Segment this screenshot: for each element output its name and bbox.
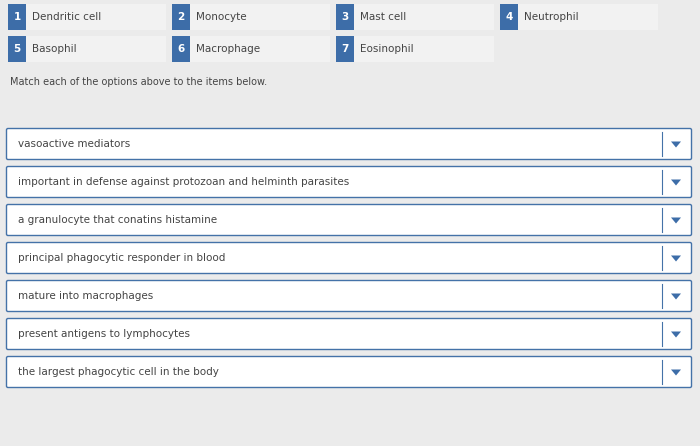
FancyBboxPatch shape <box>6 281 692 311</box>
FancyBboxPatch shape <box>6 243 692 273</box>
Text: 7: 7 <box>342 44 349 54</box>
FancyBboxPatch shape <box>172 4 330 30</box>
FancyBboxPatch shape <box>6 128 692 160</box>
FancyBboxPatch shape <box>6 166 692 198</box>
Text: Neutrophil: Neutrophil <box>524 12 579 22</box>
FancyBboxPatch shape <box>336 36 494 62</box>
FancyBboxPatch shape <box>8 36 26 62</box>
Text: 1: 1 <box>13 12 20 22</box>
FancyBboxPatch shape <box>172 36 330 62</box>
Text: the largest phagocytic cell in the body: the largest phagocytic cell in the body <box>18 367 219 377</box>
FancyBboxPatch shape <box>500 4 518 30</box>
Text: 6: 6 <box>177 44 185 54</box>
Text: Eosinophil: Eosinophil <box>360 44 414 54</box>
Text: a granulocyte that conatins histamine: a granulocyte that conatins histamine <box>18 215 217 225</box>
Text: Dendritic cell: Dendritic cell <box>32 12 102 22</box>
FancyBboxPatch shape <box>6 356 692 388</box>
FancyBboxPatch shape <box>8 36 166 62</box>
Text: important in defense against protozoan and helminth parasites: important in defense against protozoan a… <box>18 177 349 187</box>
Text: principal phagocytic responder in blood: principal phagocytic responder in blood <box>18 253 225 263</box>
Text: 2: 2 <box>177 12 185 22</box>
Text: Basophil: Basophil <box>32 44 76 54</box>
FancyBboxPatch shape <box>500 4 658 30</box>
Text: 5: 5 <box>13 44 20 54</box>
FancyBboxPatch shape <box>8 4 166 30</box>
Polygon shape <box>671 331 681 338</box>
FancyBboxPatch shape <box>8 4 26 30</box>
Polygon shape <box>671 218 681 223</box>
Text: present antigens to lymphocytes: present antigens to lymphocytes <box>18 329 190 339</box>
Text: Monocyte: Monocyte <box>196 12 246 22</box>
Polygon shape <box>671 141 681 148</box>
FancyBboxPatch shape <box>336 4 354 30</box>
FancyBboxPatch shape <box>6 205 692 235</box>
FancyBboxPatch shape <box>336 36 354 62</box>
Text: vasoactive mediators: vasoactive mediators <box>18 139 130 149</box>
Polygon shape <box>671 256 681 261</box>
Text: 4: 4 <box>505 12 512 22</box>
FancyBboxPatch shape <box>172 36 190 62</box>
Text: Match each of the options above to the items below.: Match each of the options above to the i… <box>10 77 267 87</box>
FancyBboxPatch shape <box>172 4 190 30</box>
Text: Mast cell: Mast cell <box>360 12 406 22</box>
Polygon shape <box>671 369 681 376</box>
Polygon shape <box>671 293 681 300</box>
Text: 3: 3 <box>342 12 349 22</box>
Text: mature into macrophages: mature into macrophages <box>18 291 153 301</box>
Polygon shape <box>671 179 681 186</box>
Text: Macrophage: Macrophage <box>196 44 260 54</box>
FancyBboxPatch shape <box>6 318 692 350</box>
FancyBboxPatch shape <box>336 4 494 30</box>
